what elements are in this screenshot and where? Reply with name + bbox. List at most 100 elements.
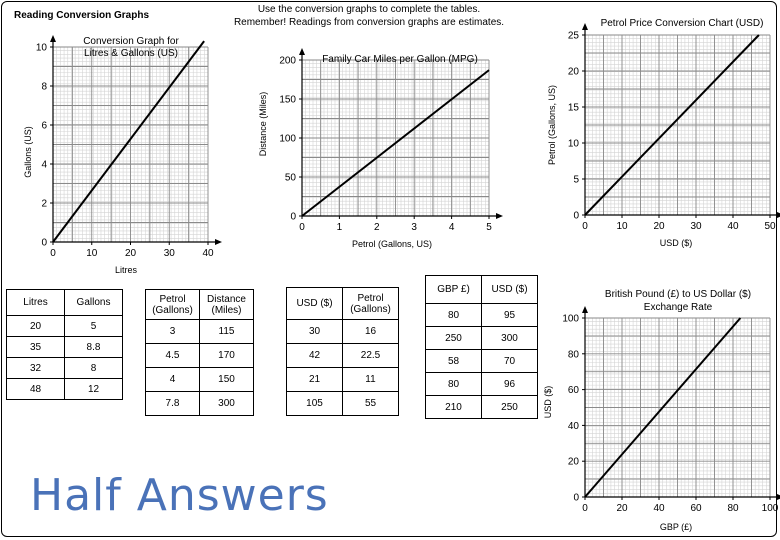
x-tick-label: 40 [202,248,214,259]
y-tick-label: 60 [568,385,580,396]
x-tick-label: 30 [690,221,702,232]
table-cell[interactable]: 3 [145,319,200,344]
table-cell[interactable]: 35 [6,336,65,358]
x-tick-label: 3 [411,222,417,233]
table-cell[interactable]: 16 [342,319,399,344]
table-cell[interactable]: 80 [425,372,482,396]
y-tick-label: 6 [41,121,47,132]
table-cell[interactable]: 250 [425,326,482,350]
y-axis-arrow [582,306,588,313]
x-tick-label: 50 [764,221,776,232]
table-cell[interactable]: 250 [481,395,538,419]
x-axis-label: GBP (£) [660,522,692,532]
petrol-gallons-header: Petrol (Gallons) [342,287,399,320]
x-tick-label: 2 [374,222,380,233]
chart-title: British Pound (£) to US Dollar ($) [605,289,751,300]
gbp-usd-chart: 0 20 40 60 80 100 0 20 40 60 80 100 British Pound (£… [543,289,780,532]
y-tick-label: 0 [573,493,579,504]
x-tick-label: 30 [164,248,176,259]
table-cell[interactable]: 115 [199,319,254,344]
table-cell[interactable]: 80 [425,303,482,327]
page-title: Reading Conversion Graphs [14,10,150,21]
table-cell[interactable]: 20 [6,315,65,337]
table-row: 4.5 170 [145,343,254,368]
table-cell[interactable]: 95 [481,303,538,327]
x-tick-label: 60 [690,503,702,514]
chart-title: Family Car Miles per Gallon (MPG) [322,54,478,65]
y-tick-label: 0 [573,211,579,222]
table-cell[interactable]: 58 [425,349,482,373]
table-cell[interactable]: 150 [199,367,254,392]
table-cell[interactable]: 105 [286,391,343,416]
table-cell[interactable]: 55 [342,391,399,416]
y-axis-label: Gallons (US) [23,126,33,178]
chart-title: Petrol Price Conversion Chart (USD) [601,18,764,29]
x-tick-label: 40 [653,503,665,514]
x-tick-label: 0 [50,248,56,259]
table-cell[interactable]: 5 [64,315,123,337]
conversion-line [52,40,205,243]
table-row: 250 300 [425,326,538,350]
table-header-row: Petrol (Gallons) Distance (Miles) [145,289,254,320]
table-cell[interactable]: 32 [6,357,65,379]
y-tick-label: 2 [41,199,47,210]
y-tick-label: 0 [41,238,47,249]
distance-header: Distance (Miles) [199,289,254,320]
table-cell[interactable]: 300 [199,391,254,416]
y-axis-arrow [50,35,56,42]
x-axis-label: Petrol (Gallons, US) [352,239,432,249]
gallons-header: Gallons [64,289,123,316]
table-cell[interactable]: 21 [286,367,343,392]
instructions-line-1: Use the conversion graphs to complete th… [257,4,481,15]
table-cell[interactable]: 4.5 [145,343,200,368]
usd-dollar-header: USD ($) [481,275,538,304]
table-cell[interactable]: 48 [6,378,65,400]
usd-table: USD ($) Petrol (Gallons) 30 16 42 22.5 21 11… [286,287,399,416]
table-header-row: Litres Gallons [6,289,123,316]
x-tick-label: 4 [449,222,455,233]
gbp-table: GBP £) USD ($) 80 95 250 300 58 70 80 96 210… [425,275,538,419]
y-tick-label: 5 [573,175,579,186]
table-cell[interactable]: 12 [64,378,123,400]
table-row: 58 70 [425,349,538,373]
x-axis-arrow [215,239,222,245]
x-tick-label: 0 [582,221,588,232]
table-cell[interactable]: 170 [199,343,254,368]
table-row: 48 12 [6,378,123,400]
x-axis-arrow [496,213,503,219]
mpg-table: Petrol (Gallons) Distance (Miles) 3 115 4.5… [145,289,254,416]
table-cell[interactable]: 8.8 [64,336,123,358]
table-cell[interactable]: 22.5 [342,343,399,368]
y-tick-label: 20 [568,457,580,468]
table-cell[interactable]: 70 [481,349,538,373]
table-cell[interactable]: 7.8 [145,391,200,416]
x-tick-label: 0 [582,503,588,514]
table-cell[interactable]: 11 [342,367,399,392]
table-row: 42 22.5 [286,343,399,368]
table-cell[interactable]: 4 [145,367,200,392]
y-tick-label: 50 [285,173,297,184]
header-line: (Miles) [211,304,242,316]
table-cell[interactable]: 42 [286,343,343,368]
table-cell[interactable]: 96 [481,372,538,396]
table-cell[interactable]: 300 [481,326,538,350]
instructions: Use the conversion graphs to complete th… [200,3,538,29]
table-cell[interactable]: 210 [425,395,482,419]
chart-title: Exchange Rate [644,302,713,313]
chart-title: Conversion Graph for [83,36,179,47]
y-tick-label: 150 [279,95,296,106]
x-tick-label: 40 [727,221,739,232]
y-tick-label: 15 [568,103,580,114]
x-tick-label: 5 [486,222,492,233]
y-axis-arrow [299,48,305,55]
table-cell[interactable]: 30 [286,319,343,344]
table-row: 32 8 [6,357,123,379]
y-tick-label: 10 [568,139,580,150]
y-tick-label: 0 [290,212,296,223]
table-row: 35 8.8 [6,336,123,358]
y-axis-label: USD ($) [543,386,553,419]
table-cell[interactable]: 8 [64,357,123,379]
y-tick-label: 100 [562,314,579,325]
y-tick-label: 4 [41,160,47,171]
